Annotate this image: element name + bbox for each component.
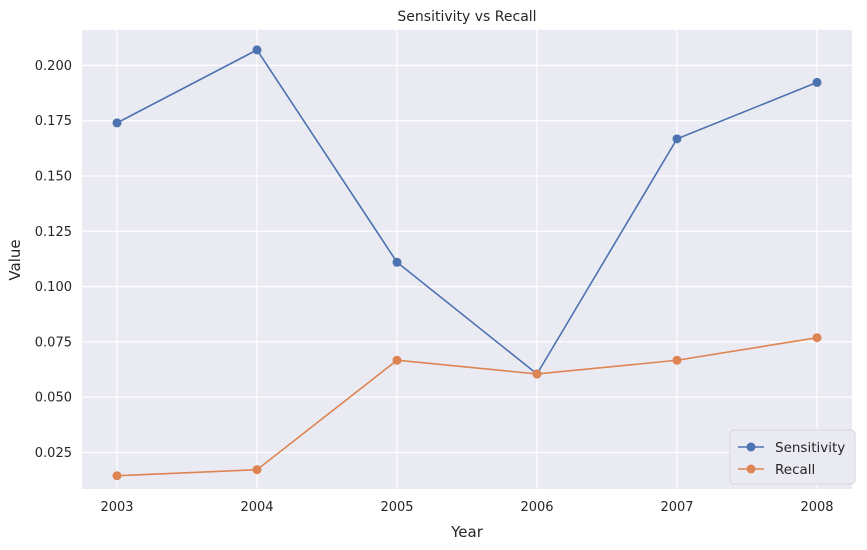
legend: Sensitivity Recall (729, 429, 856, 485)
data-point-sensitivity (812, 77, 822, 87)
legend-label-recall: Recall (775, 462, 815, 478)
grid-lines (82, 30, 852, 489)
data-point-recall (392, 355, 402, 365)
chart-title: Sensitivity vs Recall (397, 9, 536, 25)
y-tick-label: 0.175 (35, 114, 72, 129)
series-line-recall (116, 336, 818, 477)
data-point-recall (672, 355, 682, 365)
x-axis-label: Year (450, 523, 484, 541)
series-line-sensitivity (116, 48, 818, 376)
legend-marker-recall (746, 464, 756, 474)
y-tick-label: 0.200 (35, 59, 72, 74)
tick-labels: 0.025 0.050 0.075 0.100 0.125 0.150 0.175 0.200… (35, 59, 834, 515)
y-tick-label: 0.025 (35, 446, 72, 461)
data-point-sensitivity (672, 134, 682, 144)
x-tick-label: 2004 (240, 500, 273, 515)
data-point-sensitivity (252, 45, 262, 55)
plot-area (82, 30, 852, 489)
x-tick-label: 2003 (100, 500, 133, 515)
y-tick-label: 0.050 (35, 391, 72, 406)
legend-label-sensitivity: Sensitivity (775, 440, 845, 456)
data-point-sensitivity (112, 118, 122, 128)
y-tick-label: 0.150 (35, 169, 72, 184)
series-layer (112, 45, 822, 481)
data-point-recall (252, 465, 262, 475)
legend-marker-sensitivity (746, 442, 756, 452)
x-tick-label: 2007 (660, 500, 693, 515)
x-tick-label: 2006 (520, 500, 553, 515)
x-tick-label: 2005 (380, 500, 413, 515)
x-tick-label: 2008 (800, 500, 833, 515)
y-axis-label: Value (6, 239, 24, 280)
data-point-sensitivity (392, 257, 402, 267)
legend-box (729, 429, 856, 485)
y-tick-label: 0.075 (35, 335, 72, 350)
data-point-recall (532, 369, 542, 379)
y-tick-label: 0.100 (35, 280, 72, 295)
data-point-recall (812, 333, 822, 343)
data-point-recall (112, 471, 122, 481)
y-tick-label: 0.125 (35, 225, 72, 240)
